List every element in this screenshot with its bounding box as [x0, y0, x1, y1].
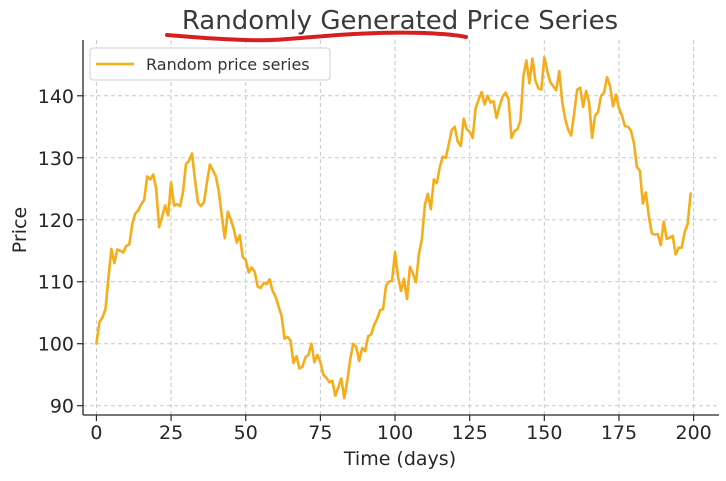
legend-frame	[89, 47, 331, 81]
x-tick-label: 175	[601, 422, 637, 444]
y-axis-label: Price	[9, 207, 31, 253]
x-axis-ticks: 0 25 50 75 100 125 150 175 200	[90, 415, 712, 444]
y-tick-label: 120	[38, 210, 74, 232]
y-axis-ticks: 90 100 110 120 130 140	[38, 86, 83, 418]
x-tick-label: 0	[90, 422, 102, 444]
y-tick-label: 110	[38, 272, 74, 294]
x-tick-label: 100	[377, 422, 413, 444]
grid	[83, 40, 719, 415]
y-tick-label: 130	[38, 148, 74, 170]
y-tick-label: 90	[50, 396, 74, 418]
x-tick-label: 50	[234, 422, 258, 444]
x-tick-label: 200	[675, 422, 711, 444]
legend: Random price series	[89, 47, 331, 81]
price-series-line	[95, 56, 692, 400]
x-axis-label: Time (days)	[343, 448, 456, 470]
x-tick-label: 75	[308, 422, 332, 444]
x-tick-label: 125	[452, 422, 488, 444]
legend-label: Random price series	[146, 55, 310, 74]
y-tick-label: 100	[38, 334, 74, 356]
x-tick-label: 150	[526, 422, 562, 444]
x-tick-label: 25	[159, 422, 183, 444]
y-tick-label: 140	[38, 86, 74, 108]
title-annotation-underline	[165, 30, 468, 43]
